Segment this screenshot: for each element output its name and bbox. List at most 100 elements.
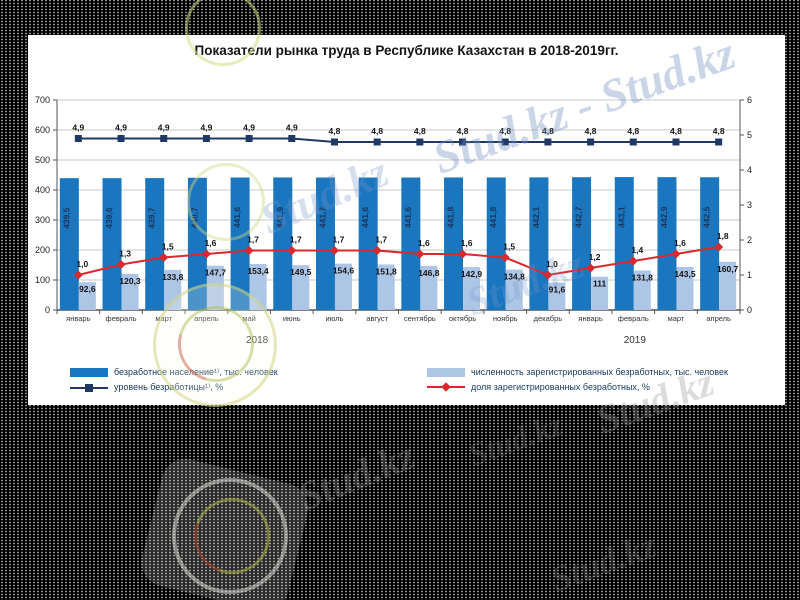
legend-label: численность зарегистрированных безработн… (471, 367, 728, 377)
left-axis-label: 600 (35, 125, 50, 135)
square-marker-icon (117, 135, 125, 142)
square-marker-icon (330, 138, 338, 146)
bar-unemployed-population (187, 177, 207, 310)
square-marker-icon (74, 135, 82, 142)
diamond-marker-icon (415, 249, 425, 259)
legend-label: уровень безработицы¹⁾, % (114, 382, 224, 392)
line-value-label: 1,8 (717, 231, 729, 241)
bar-registered-unemployed (292, 265, 310, 310)
right-axis-label: 2 (747, 235, 752, 245)
legend-item-unemployed-population: безработное население¹⁾, тыс. человек (70, 367, 278, 378)
bar-value-label: 441,7 (317, 207, 327, 229)
bar-unemployed-population (230, 177, 250, 310)
bar-registered-unemployed (676, 266, 694, 310)
month-label: март (155, 314, 172, 323)
bar-unemployed-population (657, 177, 677, 310)
bar-unemployed-population (145, 178, 165, 310)
month-label: сентябрь (404, 314, 436, 323)
square-marker-icon (245, 135, 253, 142)
line-value-label: 4,8 (670, 126, 682, 136)
bar-value-label: 147,7 (205, 268, 227, 278)
bar-registered-unemployed (548, 282, 566, 310)
line-value-label: 1,7 (375, 235, 387, 245)
bar-value-label: 143,5 (674, 269, 696, 279)
line-value-label: 1,2 (589, 252, 601, 262)
square-marker-icon (459, 138, 467, 146)
line-value-label: 1,0 (76, 259, 88, 269)
square-marker-icon (544, 138, 552, 146)
month-label: февраль (618, 314, 649, 323)
line-value-label: 1,7 (333, 235, 345, 245)
square-marker-icon (587, 138, 595, 146)
bar-registered-unemployed (121, 273, 139, 310)
square-marker-icon (672, 138, 680, 146)
month-label: февраль (106, 314, 137, 323)
square-marker-icon (85, 383, 93, 392)
bar-registered-unemployed (377, 264, 395, 310)
line-value-label: 1,6 (204, 238, 216, 248)
bar-value-label: 442,1 (531, 206, 541, 228)
line-value-label: 1,4 (631, 245, 643, 255)
line-value-label: 1,5 (503, 242, 515, 252)
line-value-label: 4,8 (713, 126, 725, 136)
right-axis-label: 5 (747, 130, 752, 140)
bar-registered-unemployed (334, 263, 352, 310)
line-value-label: 4,8 (457, 126, 469, 136)
square-marker-icon (202, 135, 210, 142)
bar-value-label: 439,7 (147, 207, 157, 229)
line-value-label: 1,0 (546, 259, 558, 269)
bar-value-label: 92,6 (79, 284, 96, 294)
bar-unemployed-population (59, 178, 79, 310)
left-axis-label: 500 (35, 155, 50, 165)
labor-market-combo-chart: 0 100 200 300 400 500 600 700 0 1 2 3 4 5 6 439,5 92,6 43… (35, 95, 752, 346)
line-value-label: 4,9 (243, 123, 255, 133)
left-axis-label: 0 (45, 305, 50, 315)
bar-unemployed-population (572, 177, 592, 310)
line-value-label: 1,5 (162, 242, 174, 252)
diamond-marker-icon (458, 249, 468, 259)
bar-value-label: 439,5 (61, 207, 71, 229)
bar-value-label: 91,6 (549, 285, 566, 295)
bar-value-label: 154,6 (333, 266, 355, 276)
bar-registered-unemployed (633, 270, 651, 310)
bar-value-label: 441,6 (232, 207, 242, 229)
line-value-label: 4,8 (414, 126, 426, 136)
bar-registered-unemployed (249, 263, 267, 310)
bar-value-label: 120,3 (119, 276, 141, 286)
left-axis-label: 700 (35, 95, 50, 105)
month-label: август (366, 314, 388, 323)
line-value-label: 4,9 (72, 123, 84, 133)
legend-swatch-navy-line (70, 383, 108, 392)
left-axis-label: 100 (35, 275, 50, 285)
legend-item-unemployment-rate: уровень безработицы¹⁾, % (70, 382, 223, 393)
diamond-marker-icon (500, 252, 510, 263)
line-value-label: 1,6 (461, 238, 473, 248)
bar-value-label: 153,4 (247, 266, 269, 276)
month-label: октябрь (449, 314, 476, 323)
left-axis-label: 400 (35, 185, 50, 195)
line-value-label: 4,8 (499, 126, 511, 136)
month-label: апрель (194, 314, 219, 323)
square-marker-icon (373, 138, 381, 146)
bar-unemployed-population (444, 177, 464, 310)
bar-value-label: 441,8 (488, 207, 498, 229)
bar-value-label: 149,5 (290, 267, 312, 277)
bar-registered-unemployed (719, 261, 737, 310)
bar-value-label: 111 (593, 279, 607, 289)
legend-swatch-dark-bar (70, 368, 108, 377)
month-label: апрель (706, 314, 731, 323)
legend-item-registered-share: доля зарегистрированных безработных, % (427, 382, 650, 392)
bar-value-label: 439,6 (104, 207, 114, 229)
bar-value-label: 151,8 (376, 266, 398, 276)
bar-unemployed-population (401, 177, 421, 310)
month-label: январь (66, 314, 90, 323)
year-label: 2019 (624, 335, 647, 346)
diamond-marker-icon (441, 382, 451, 392)
slide: Показатели рынка труда в Республике Каза… (28, 35, 785, 405)
bar-value-label: 443,1 (616, 206, 626, 228)
square-marker-icon (715, 138, 723, 146)
square-marker-icon (629, 138, 637, 146)
bar-registered-unemployed (463, 267, 481, 310)
bar-registered-unemployed (505, 269, 523, 310)
line-value-label: 4,8 (371, 126, 383, 136)
